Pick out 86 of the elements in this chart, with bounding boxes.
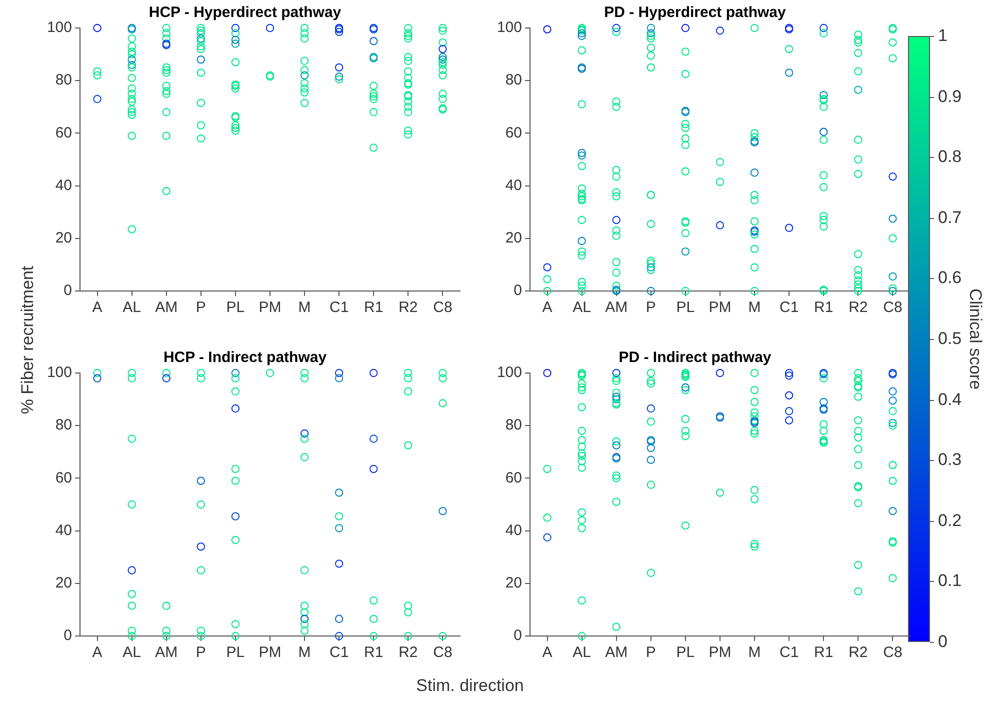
x-tick-label: C1	[329, 299, 349, 316]
color-bar-label: 0.7	[938, 208, 962, 228]
color-bar-label: 0.9	[938, 86, 962, 107]
x-axis-title: Stim. direction	[416, 676, 524, 696]
x-tick-label: PM	[258, 644, 282, 662]
x-tick-label: AL	[572, 299, 591, 316]
x-tick-label: R1	[364, 299, 384, 316]
x-tick-label: AM	[605, 644, 628, 662]
color-bar-label: 0.3	[938, 450, 962, 470]
x-tick-label: P	[646, 644, 656, 662]
y-tick-label: 100	[46, 364, 72, 382]
x-tick-label: AM	[605, 299, 628, 316]
x-tick-label: M	[748, 299, 761, 316]
y-axis-title: % Fiber recruitment	[18, 266, 38, 414]
color-bar-label: 0.8	[938, 147, 962, 168]
x-tick-label: R2	[398, 299, 418, 316]
x-tick-label: PM	[708, 299, 732, 316]
y-tick-label: 60	[55, 124, 72, 142]
x-tick-label: PL	[676, 644, 695, 662]
y-tick-label: 20	[505, 574, 522, 592]
x-tick-label: AL	[572, 644, 591, 662]
y-tick-label: 20	[505, 230, 522, 247]
x-tick-label: PL	[676, 299, 695, 316]
y-tick-label: 40	[505, 176, 522, 194]
x-tick-label: C8	[883, 299, 902, 316]
color-bar-label: 0.1	[938, 571, 962, 592]
x-tick-label: PL	[226, 299, 245, 316]
color-bar-label: 1	[938, 26, 948, 46]
x-tick-label: M	[298, 644, 311, 662]
y-tick-label: 0	[514, 282, 522, 300]
x-tick-label: R2	[398, 644, 418, 662]
y-tick-label: 80	[55, 72, 72, 89]
x-tick-label: A	[92, 644, 102, 662]
y-tick-label: 80	[505, 72, 522, 89]
x-tick-label: R1	[814, 299, 834, 316]
y-tick-label: 60	[505, 469, 522, 486]
x-tick-label: R2	[848, 644, 868, 662]
x-tick-label: C8	[433, 644, 452, 662]
x-tick-label: M	[298, 299, 311, 316]
y-tick-label: 40	[55, 522, 72, 539]
y-tick-label: 60	[55, 469, 72, 486]
y-tick-label: 100	[496, 364, 522, 382]
x-tick-label: C8	[883, 644, 902, 662]
x-tick-label: R1	[364, 644, 384, 662]
chart-title: HCP - Hyperdirect pathway	[148, 4, 342, 22]
y-tick-label: 20	[55, 230, 72, 247]
chart-title: HCP - Indirect pathway	[163, 349, 328, 366]
x-tick-label: M	[748, 644, 761, 662]
y-tick-label: 80	[505, 416, 522, 434]
x-tick-label: P	[196, 644, 206, 662]
x-tick-label: A	[92, 299, 102, 316]
x-tick-label: C1	[779, 299, 799, 316]
x-tick-label: C8	[433, 299, 452, 316]
color-bar-label: 0.5	[938, 329, 962, 349]
x-tick-label: P	[196, 299, 206, 316]
x-tick-label: R1	[814, 644, 834, 662]
x-tick-label: PM	[258, 299, 282, 316]
y-tick-label: 0	[64, 282, 72, 300]
color-bar-title: Clinical score	[965, 288, 985, 390]
y-tick-label: 40	[55, 176, 72, 194]
x-tick-label: C1	[329, 644, 349, 662]
y-tick-label: 40	[505, 522, 522, 539]
y-tick-label: 60	[505, 124, 522, 142]
x-tick-label: AM	[155, 644, 178, 662]
chart-title: PD - Indirect pathway	[618, 349, 772, 366]
color-bar-label: 0	[938, 632, 948, 652]
x-tick-label: PM	[708, 644, 732, 662]
x-tick-label: AM	[155, 299, 178, 316]
y-tick-label: 100	[496, 19, 522, 36]
y-tick-label: 100	[46, 19, 72, 36]
x-tick-label: A	[542, 299, 552, 316]
y-tick-label: 0	[514, 627, 522, 644]
y-tick-label: 20	[55, 574, 72, 592]
color-bar-label: 0.6	[938, 268, 962, 288]
chart-title: PD - Hyperdirect pathway	[604, 4, 787, 22]
color-bar-label: 0.4	[938, 390, 962, 410]
x-tick-label: A	[542, 644, 552, 662]
x-tick-label: C1	[779, 644, 799, 662]
x-tick-label: R2	[848, 299, 868, 316]
color-bar-label: 0.2	[938, 510, 962, 531]
x-tick-label: AL	[122, 299, 141, 316]
x-tick-label: AL	[122, 644, 141, 662]
y-tick-label: 0	[64, 627, 72, 644]
x-tick-label: P	[646, 299, 656, 316]
y-tick-label: 80	[55, 416, 72, 434]
x-tick-label: PL	[226, 644, 245, 662]
